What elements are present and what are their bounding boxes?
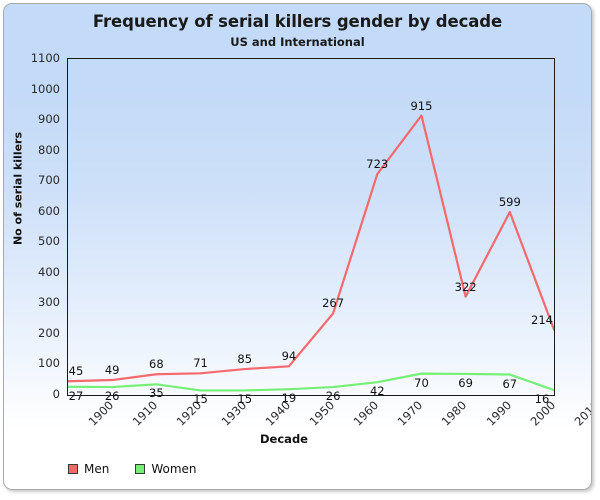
y-axis-tick: 1000 <box>30 81 60 96</box>
data-label: 267 <box>322 296 345 311</box>
legend-label: Women <box>151 462 197 476</box>
data-label: 15 <box>193 392 208 407</box>
series-line-women <box>68 372 554 392</box>
y-axis-tick: 1100 <box>30 51 60 65</box>
data-label: 71 <box>193 356 208 371</box>
data-label: 214 <box>531 312 553 327</box>
series-line-men <box>68 114 554 383</box>
y-axis-tick: 500 <box>38 234 60 249</box>
x-axis-tick: 1910 <box>129 398 161 429</box>
y-axis-tick: 100 <box>38 356 60 371</box>
y-axis-tick: 800 <box>38 142 60 157</box>
data-label: 49 <box>104 363 120 378</box>
series-lines <box>68 114 554 392</box>
data-label: 27 <box>68 388 84 403</box>
data-label: 70 <box>414 375 429 390</box>
data-label: 35 <box>149 386 164 401</box>
legend-swatch-icon <box>68 464 78 474</box>
x-axis-tick: 1960 <box>350 398 382 429</box>
data-label: 915 <box>410 98 433 113</box>
data-label: 67 <box>502 376 518 391</box>
data-label: 15 <box>237 392 253 407</box>
legend-label: Men <box>84 462 110 476</box>
x-axis-tick: 2010 <box>571 398 592 429</box>
data-label: 599 <box>498 195 521 210</box>
y-axis-tick: 0 <box>52 387 60 401</box>
data-label: 19 <box>281 391 297 406</box>
x-axis-tick: 1980 <box>439 398 470 429</box>
y-axis-tick: 300 <box>38 295 60 310</box>
y-axis-tick: 600 <box>38 203 60 218</box>
chart-legend: Men Women <box>68 462 197 476</box>
x-axis-tick: 1970 <box>394 398 426 429</box>
y-axis-tick: 200 <box>38 325 60 340</box>
y-axis-tick: 900 <box>38 112 60 127</box>
data-label: 85 <box>237 352 253 367</box>
data-label: 723 <box>366 157 389 172</box>
data-label: 42 <box>369 384 385 399</box>
legend-swatch-icon <box>135 464 146 474</box>
data-label: 26 <box>104 389 120 404</box>
legend-item-women[interactable]: Women <box>135 462 197 476</box>
y-axis-tick: 700 <box>38 173 60 188</box>
legend-item-men[interactable]: Men <box>68 462 109 476</box>
chart-title: Frequency of serial killers gender by de… <box>92 12 503 31</box>
data-label: 322 <box>454 279 477 294</box>
x-axis-tick: 1990 <box>483 398 514 429</box>
plot-area <box>67 58 555 396</box>
chart-subtitle: US and International <box>230 35 365 49</box>
data-label: 45 <box>68 364 84 379</box>
data-label: 26 <box>325 389 341 404</box>
data-label: 68 <box>149 357 164 372</box>
x-axis-label: Decade <box>260 432 308 446</box>
data-label: 16 <box>534 392 550 407</box>
chart-card: Frequency of serial killers gender by de… <box>3 3 592 490</box>
data-label: 94 <box>281 349 297 364</box>
y-axis-tick: 400 <box>38 264 60 279</box>
data-label: 69 <box>458 375 473 390</box>
